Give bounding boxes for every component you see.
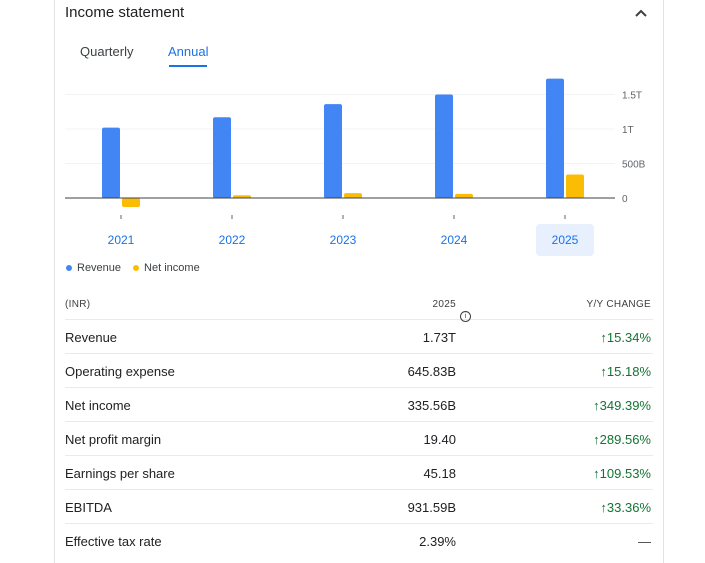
row-value: 645.83B (407, 364, 456, 379)
row-value: 335.56B (407, 398, 456, 413)
row-value: 1.73T (422, 330, 456, 345)
arrow-up-icon: ↑ (593, 398, 600, 413)
header-year-label: 2025 (432, 299, 456, 310)
arrow-up-icon: ↑ (600, 330, 607, 345)
row-change: — (638, 534, 651, 549)
table-body: Revenue 1.73T ↑15.34% Operating expense 645.… (65, 320, 653, 557)
x-tick-label[interactable]: 2022 (219, 233, 246, 247)
header-currency: (INR) (65, 299, 91, 310)
net-income-bar (455, 193, 473, 198)
arrow-up-icon: ↑ (600, 500, 607, 515)
revenue-bar (435, 94, 453, 198)
revenue-bar (213, 117, 231, 198)
x-tick-label[interactable]: 2021 (108, 233, 135, 247)
tab-quarterly[interactable]: Quarterly (80, 44, 134, 59)
y-tick-label: 500B (622, 160, 646, 171)
income-chart: 0 500B 1T 1.5T 2021 2022 2023 2024 2025 (65, 78, 646, 256)
legend-net-income: Net income (133, 262, 200, 274)
active-tab-indicator (169, 65, 207, 67)
row-label: Earnings per share (65, 466, 175, 481)
row-change: ↑349.39% (593, 398, 651, 413)
chevron-up-icon[interactable] (633, 6, 649, 22)
x-tick-label[interactable]: 2024 (441, 233, 468, 247)
row-change-value: 33.36% (606, 500, 651, 515)
card-title: Income statement (65, 4, 185, 21)
row-value: 931.59B (407, 500, 456, 515)
net-income-bar (122, 198, 140, 207)
net-income-bar (566, 174, 584, 198)
row-label: Effective tax rate (65, 534, 162, 549)
arrow-up-icon: ↑ (593, 432, 600, 447)
row-change: ↑289.56% (593, 432, 651, 447)
row-change-value: 109.53% (599, 466, 651, 481)
row-value: 2.39% (419, 534, 456, 549)
row-label: Operating expense (65, 364, 175, 379)
table-row: Operating expense 645.83B ↑15.18% (65, 354, 653, 388)
row-label: Revenue (65, 330, 118, 345)
arrow-up-icon: ↑ (593, 466, 600, 481)
selected-year-highlight (536, 224, 594, 256)
table-row: Earnings per share 45.18 ↑109.53% (65, 456, 653, 490)
table-row: EBITDA 931.59B ↑33.36% (65, 490, 653, 524)
legend-revenue: Revenue (66, 262, 121, 274)
income-statement-card: Income statement Quarterly Annual 0 500B 1… (54, 0, 664, 563)
row-change: ↑33.36% (600, 500, 651, 515)
legend-net-income-label: Net income (144, 262, 200, 274)
legend-revenue-label: Revenue (77, 262, 122, 274)
x-tick-label[interactable]: 2023 (330, 233, 357, 247)
tab-annual[interactable]: Annual (168, 44, 209, 59)
row-change-value: — (638, 534, 651, 549)
row-label: EBITDA (65, 500, 112, 515)
row-change-value: 289.56% (599, 432, 651, 447)
info-icon[interactable]: i (460, 311, 471, 322)
row-value: 19.40 (423, 432, 456, 447)
net-income-bar (344, 193, 362, 198)
row-change-value: 349.39% (599, 398, 651, 413)
net-income-dot-icon (133, 265, 140, 271)
table-row: Revenue 1.73T ↑15.34% (65, 320, 653, 354)
revenue-bar (324, 104, 342, 198)
table-row: Net income 335.56B ↑349.39% (65, 388, 653, 422)
y-tick-label: 1T (622, 125, 634, 136)
y-tick-label: 0 (622, 194, 628, 205)
table-header: (INR) 2025 i Y/Y CHANGE (65, 287, 653, 322)
table-row: Effective tax rate 2.39% — (65, 524, 653, 557)
revenue-bar (546, 78, 564, 198)
net-income-bar (233, 195, 251, 199)
period-tabs: Quarterly Annual (55, 38, 663, 78)
row-change: ↑15.34% (600, 330, 651, 345)
financials-table: (INR) 2025 i Y/Y CHANGE Revenue 1.73T ↑15.3… (65, 287, 653, 557)
header-change: Y/Y CHANGE (586, 299, 651, 310)
row-change: ↑15.18% (600, 364, 651, 379)
row-label: Net income (65, 398, 131, 413)
revenue-dot-icon (66, 265, 72, 271)
x-tick-label[interactable]: 2025 (552, 233, 579, 247)
row-value: 45.18 (423, 466, 456, 481)
row-label: Net profit margin (65, 432, 162, 447)
arrow-up-icon: ↑ (600, 364, 607, 379)
row-change-value: 15.18% (606, 364, 651, 379)
row-change: ↑109.53% (593, 466, 651, 481)
table-row: Net profit margin 19.40 ↑289.56% (65, 422, 653, 456)
y-tick-label: 1.5T (622, 91, 642, 102)
row-change-value: 15.34% (606, 330, 651, 345)
header-year: 2025 i (432, 299, 471, 322)
revenue-bar (102, 127, 120, 198)
chart-legend: Revenue Net income (66, 262, 212, 274)
